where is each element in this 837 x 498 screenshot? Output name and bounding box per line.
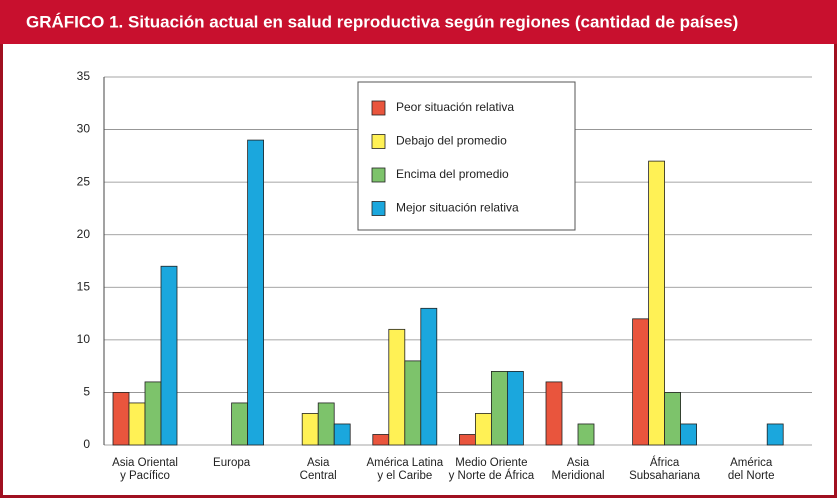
x-tick-label: y el Caribe bbox=[377, 470, 432, 482]
bar bbox=[545, 381, 563, 446]
bar bbox=[474, 413, 492, 446]
legend-swatch bbox=[371, 134, 386, 149]
bar bbox=[680, 423, 697, 446]
bar bbox=[648, 160, 665, 446]
x-tick-label: Asia Oriental bbox=[112, 457, 178, 469]
y-tick-label: 35 bbox=[77, 69, 91, 83]
bar bbox=[372, 434, 390, 446]
x-tick-label: Asia bbox=[567, 457, 590, 469]
x-tick-label: África bbox=[650, 456, 680, 469]
y-tick-label: 25 bbox=[77, 174, 91, 188]
bar bbox=[577, 423, 595, 446]
y-tick-label: 20 bbox=[77, 227, 91, 241]
bar bbox=[247, 139, 265, 446]
y-tick-label: 10 bbox=[77, 332, 91, 346]
legend-swatch bbox=[371, 201, 386, 216]
legend-label: Peor situación relativa bbox=[396, 100, 514, 114]
legend-swatch bbox=[371, 100, 386, 116]
y-tick-label: 15 bbox=[77, 279, 91, 293]
x-tick-label: América bbox=[730, 457, 773, 469]
bar bbox=[317, 402, 335, 446]
x-tick-label: Asia bbox=[307, 457, 330, 469]
y-tick-label: 30 bbox=[77, 122, 91, 136]
bar bbox=[506, 370, 524, 446]
bar bbox=[231, 402, 249, 446]
bar bbox=[160, 265, 178, 446]
header-band bbox=[0, 0, 837, 44]
y-tick-label: 0 bbox=[83, 437, 90, 451]
bar bbox=[301, 413, 319, 446]
x-tick-label: Subsahariana bbox=[629, 470, 701, 482]
bar bbox=[490, 370, 508, 446]
x-tick-label: América Latina bbox=[366, 457, 443, 469]
legend-label: Debajo del promedio bbox=[396, 134, 507, 148]
bar bbox=[766, 423, 784, 446]
bar bbox=[388, 328, 406, 446]
x-tick-label: del Norte bbox=[728, 470, 775, 482]
x-tick-label: Meridional bbox=[551, 470, 604, 482]
bar bbox=[112, 392, 130, 446]
legend-swatch bbox=[371, 167, 386, 183]
y-tick-label: 5 bbox=[83, 385, 90, 399]
bar bbox=[404, 360, 422, 446]
bar bbox=[664, 392, 681, 446]
x-tick-label: Central bbox=[300, 470, 337, 482]
chart-title: GRÁFICO 1. Situación actual en salud rep… bbox=[26, 12, 738, 31]
x-tick-label: y Pacífico bbox=[120, 470, 170, 482]
legend-box bbox=[357, 81, 576, 231]
bar bbox=[128, 402, 146, 446]
bar bbox=[458, 434, 476, 446]
legend-label: Encima del promedio bbox=[396, 167, 509, 181]
bar bbox=[333, 423, 351, 446]
x-tick-label: y Norte de África bbox=[449, 469, 535, 482]
bar bbox=[144, 381, 162, 446]
bar bbox=[632, 318, 649, 446]
legend-label: Mejor situación relativa bbox=[396, 201, 519, 215]
x-tick-label: Europa bbox=[213, 457, 251, 469]
bar bbox=[420, 307, 438, 446]
x-tick-label: Medio Oriente bbox=[455, 457, 527, 469]
